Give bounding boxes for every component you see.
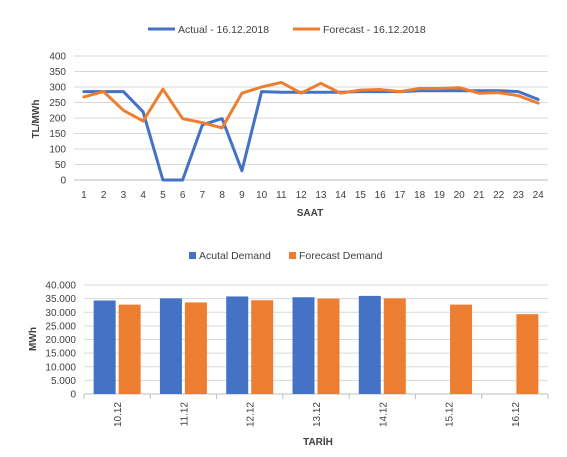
line-chart-y-ticks: 0 50 100 150 200 250 300 350 400 — [49, 52, 66, 187]
bar-chart-y-axis-title: MWh — [28, 327, 39, 351]
y-tick-label: 25.000 — [45, 321, 76, 332]
forecast-demand-bar — [317, 298, 340, 394]
x-tick-label: 13 — [315, 190, 327, 201]
x-tick-label: 5 — [160, 190, 166, 201]
bar-chart-bars — [93, 295, 539, 394]
x-tick-label: 16 — [375, 190, 387, 201]
x-tick-label: 12 — [296, 190, 308, 201]
x-tick-label: 1 — [81, 190, 87, 201]
y-tick-label: 100 — [49, 145, 66, 156]
x-tick-label: 15.12 — [445, 402, 456, 427]
legend-forecast-label: Forecast - 16.12.2018 — [323, 24, 426, 36]
x-tick-label: 14 — [335, 190, 347, 201]
y-tick-label: 0 — [70, 390, 76, 401]
y-tick-label: 150 — [49, 129, 66, 140]
y-tick-label: 300 — [49, 83, 66, 94]
x-tick-label: 11 — [276, 190, 287, 201]
x-tick-label: 8 — [219, 190, 225, 201]
x-tick-label: 17 — [394, 190, 406, 201]
bar-chart-legend: Acutal Demand Forecast Demand — [189, 250, 383, 262]
y-tick-label: 10.000 — [45, 362, 76, 373]
y-tick-label: 250 — [49, 98, 66, 109]
forecast-demand-bar — [383, 298, 406, 394]
forecast-demand-bar — [251, 300, 274, 394]
x-tick-label: 6 — [180, 190, 186, 201]
legend-actual-demand-label: Acutal Demand — [199, 250, 271, 262]
x-tick-label: 10.12 — [113, 402, 124, 427]
hourly-price-line-chart: Actual - 16.12.2018 Forecast - 16.12.201… — [31, 24, 548, 219]
y-tick-label: 350 — [49, 67, 66, 78]
line-chart-series — [82, 80, 540, 182]
y-tick-label: 50 — [55, 160, 67, 171]
x-tick-label: 10 — [256, 190, 268, 201]
forecast-demand-bar — [450, 304, 473, 394]
bar-chart-gridlines — [83, 284, 549, 399]
x-tick-label: 9 — [239, 190, 245, 201]
x-tick-label: 22 — [493, 190, 505, 201]
y-tick-label: 35.000 — [45, 294, 76, 305]
x-tick-label: 15 — [355, 190, 367, 201]
actual-price-line — [82, 89, 540, 182]
actual-demand-bar — [292, 297, 315, 394]
x-tick-label: 23 — [513, 190, 525, 201]
y-tick-label: 0 — [60, 176, 66, 187]
x-tick-label: 19 — [434, 190, 446, 201]
y-tick-label: 20.000 — [45, 335, 76, 346]
x-tick-label: 4 — [140, 190, 146, 201]
x-tick-label: 12.12 — [246, 402, 257, 427]
bar-chart-x-axis-title: TARİH — [303, 435, 333, 448]
bar-chart-y-ticks: 0 5.000 10.000 15.000 20.000 25.000 30.000 35.0… — [45, 281, 76, 401]
forecast-demand-bar — [516, 314, 539, 394]
x-tick-label: 11.12 — [179, 402, 190, 427]
y-tick-label: 40.000 — [45, 281, 76, 292]
x-tick-label: 24 — [533, 190, 545, 201]
forecast-price-line — [82, 80, 540, 130]
actual-demand-bar — [358, 295, 381, 394]
x-tick-label: 20 — [454, 190, 466, 201]
line-chart-x-axis-title: SAAT — [297, 208, 323, 219]
actual-demand-bar — [226, 296, 249, 394]
x-tick-label: 7 — [200, 190, 206, 201]
y-tick-label: 200 — [49, 114, 66, 125]
legend-forecast-demand-label: Forecast Demand — [299, 250, 383, 262]
daily-demand-bar-chart: Acutal Demand Forecast Demand 0 5.000 10.0… — [28, 250, 549, 448]
x-tick-label: 2 — [101, 190, 107, 201]
legend-actual-label: Actual - 16.12.2018 — [178, 24, 269, 36]
y-tick-label: 15.000 — [45, 349, 76, 360]
legend-forecast-demand-swatch — [289, 252, 296, 259]
line-chart-y-axis-title: TL/MWh — [31, 100, 42, 139]
forecast-demand-bar — [184, 302, 207, 394]
y-tick-label: 400 — [49, 52, 66, 63]
x-tick-label: 14.12 — [378, 402, 389, 427]
legend-actual-demand-swatch — [189, 252, 196, 259]
y-tick-label: 5.000 — [51, 376, 76, 387]
forecast-demand-bar — [118, 304, 141, 394]
line-chart-x-ticks: 1 2 3 4 5 6 7 8 9 10 11 12 13 14 15 16 17 18 19 20 21 22 23 24 — [81, 190, 544, 201]
x-tick-label: 13.12 — [312, 402, 323, 427]
y-tick-label: 30.000 — [45, 308, 76, 319]
actual-demand-bar — [93, 300, 116, 394]
x-tick-label: 16.12 — [511, 402, 522, 427]
x-tick-label: 3 — [121, 190, 127, 201]
line-chart-legend: Actual - 16.12.2018 Forecast - 16.12.201… — [148, 24, 426, 36]
bar-chart-x-ticks: 10.12 11.12 12.12 13.12 14.12 15.12 16.12 — [113, 402, 522, 427]
x-tick-label: 21 — [473, 190, 485, 201]
x-tick-label: 18 — [414, 190, 426, 201]
actual-demand-bar — [159, 298, 182, 394]
